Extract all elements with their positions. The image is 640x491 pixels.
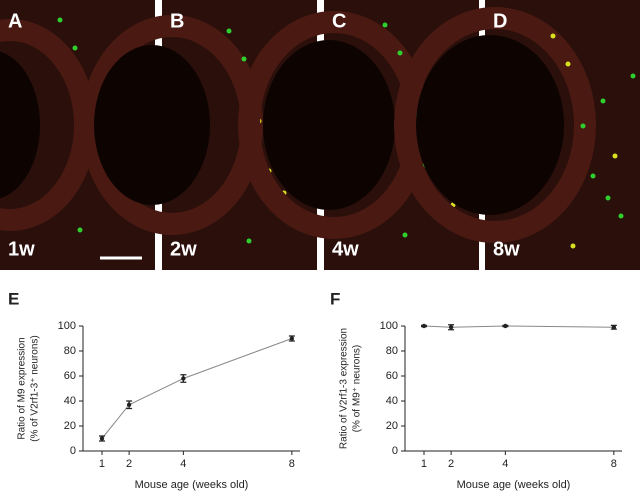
data-line: [101, 338, 293, 439]
panel-letter: A: [8, 10, 22, 32]
cell: [57, 17, 63, 23]
cell: [630, 73, 636, 79]
point: [611, 325, 617, 330]
panel-letter: C: [332, 10, 346, 32]
chart-panel-letter: F: [330, 289, 340, 308]
point: [448, 325, 454, 330]
y-tick-label: 60: [386, 370, 398, 382]
micrograph-panel: D 8w: [394, 0, 640, 270]
y-tick-label: 100: [58, 320, 76, 332]
cell: [382, 22, 388, 28]
x-tick-label: 1: [99, 458, 105, 470]
y-tick-label: 20: [386, 420, 398, 432]
data-line: [423, 325, 614, 328]
cell: [550, 33, 556, 39]
y-tick-label: 0: [70, 445, 76, 457]
x-tick-label: 8: [611, 458, 617, 470]
cell: [246, 238, 252, 244]
x-axis-label: Mouse age (weeks old): [457, 479, 571, 491]
cell: [397, 50, 403, 56]
y-tick-label: 20: [64, 420, 76, 432]
lumen: [263, 40, 395, 210]
x-tick-label: 2: [126, 458, 132, 470]
panel-age: 4w: [332, 238, 359, 260]
point: [181, 376, 186, 381]
y-tick-label: 40: [64, 395, 76, 407]
y-axis-label: Ratio of V2rf1-3 expression: [339, 328, 350, 449]
cell: [605, 195, 611, 201]
cell: [600, 98, 606, 104]
x-axis-label: Mouse age (weeks old): [135, 479, 249, 491]
lumen: [0, 51, 40, 199]
point: [503, 323, 508, 329]
y-axis-label: (% of M9⁺ neurons): [352, 345, 363, 433]
lumen: [94, 45, 210, 205]
y-tick-label: 0: [392, 445, 398, 457]
panel-age: 2w: [170, 238, 197, 260]
x-tick-label: 1: [421, 458, 427, 470]
y-axis-label: Ratio of M9 expression: [17, 337, 28, 439]
cell: [565, 61, 571, 67]
x-tick-label: 4: [502, 458, 508, 470]
x-tick-label: 4: [180, 458, 186, 470]
panel-age: 1w: [8, 238, 35, 260]
cell: [612, 153, 618, 159]
cell: [570, 243, 576, 249]
panel-age: 8w: [493, 238, 520, 260]
point: [289, 336, 295, 341]
point: [99, 436, 105, 441]
y-tick-label: 100: [380, 320, 398, 332]
lumen: [416, 35, 564, 215]
cell: [580, 123, 586, 129]
cell: [72, 45, 78, 51]
chart-panel-letter: E: [8, 289, 19, 308]
y-tick-label: 80: [64, 345, 76, 357]
point: [421, 323, 427, 329]
y-tick-label: 40: [386, 395, 398, 407]
cell: [618, 213, 624, 219]
y-axis-label: (% of V2rf1-3⁺ neurons): [30, 335, 41, 441]
x-tick-label: 8: [289, 458, 295, 470]
panel-letter: D: [493, 10, 507, 32]
y-tick-label: 60: [64, 370, 76, 382]
cell: [241, 56, 247, 62]
x-tick-label: 2: [448, 458, 454, 470]
point: [126, 402, 132, 407]
panel-letter: B: [170, 10, 184, 32]
cell: [590, 173, 596, 179]
cell: [402, 232, 408, 238]
cell: [226, 28, 232, 34]
y-tick-label: 80: [386, 345, 398, 357]
cell: [77, 227, 83, 233]
